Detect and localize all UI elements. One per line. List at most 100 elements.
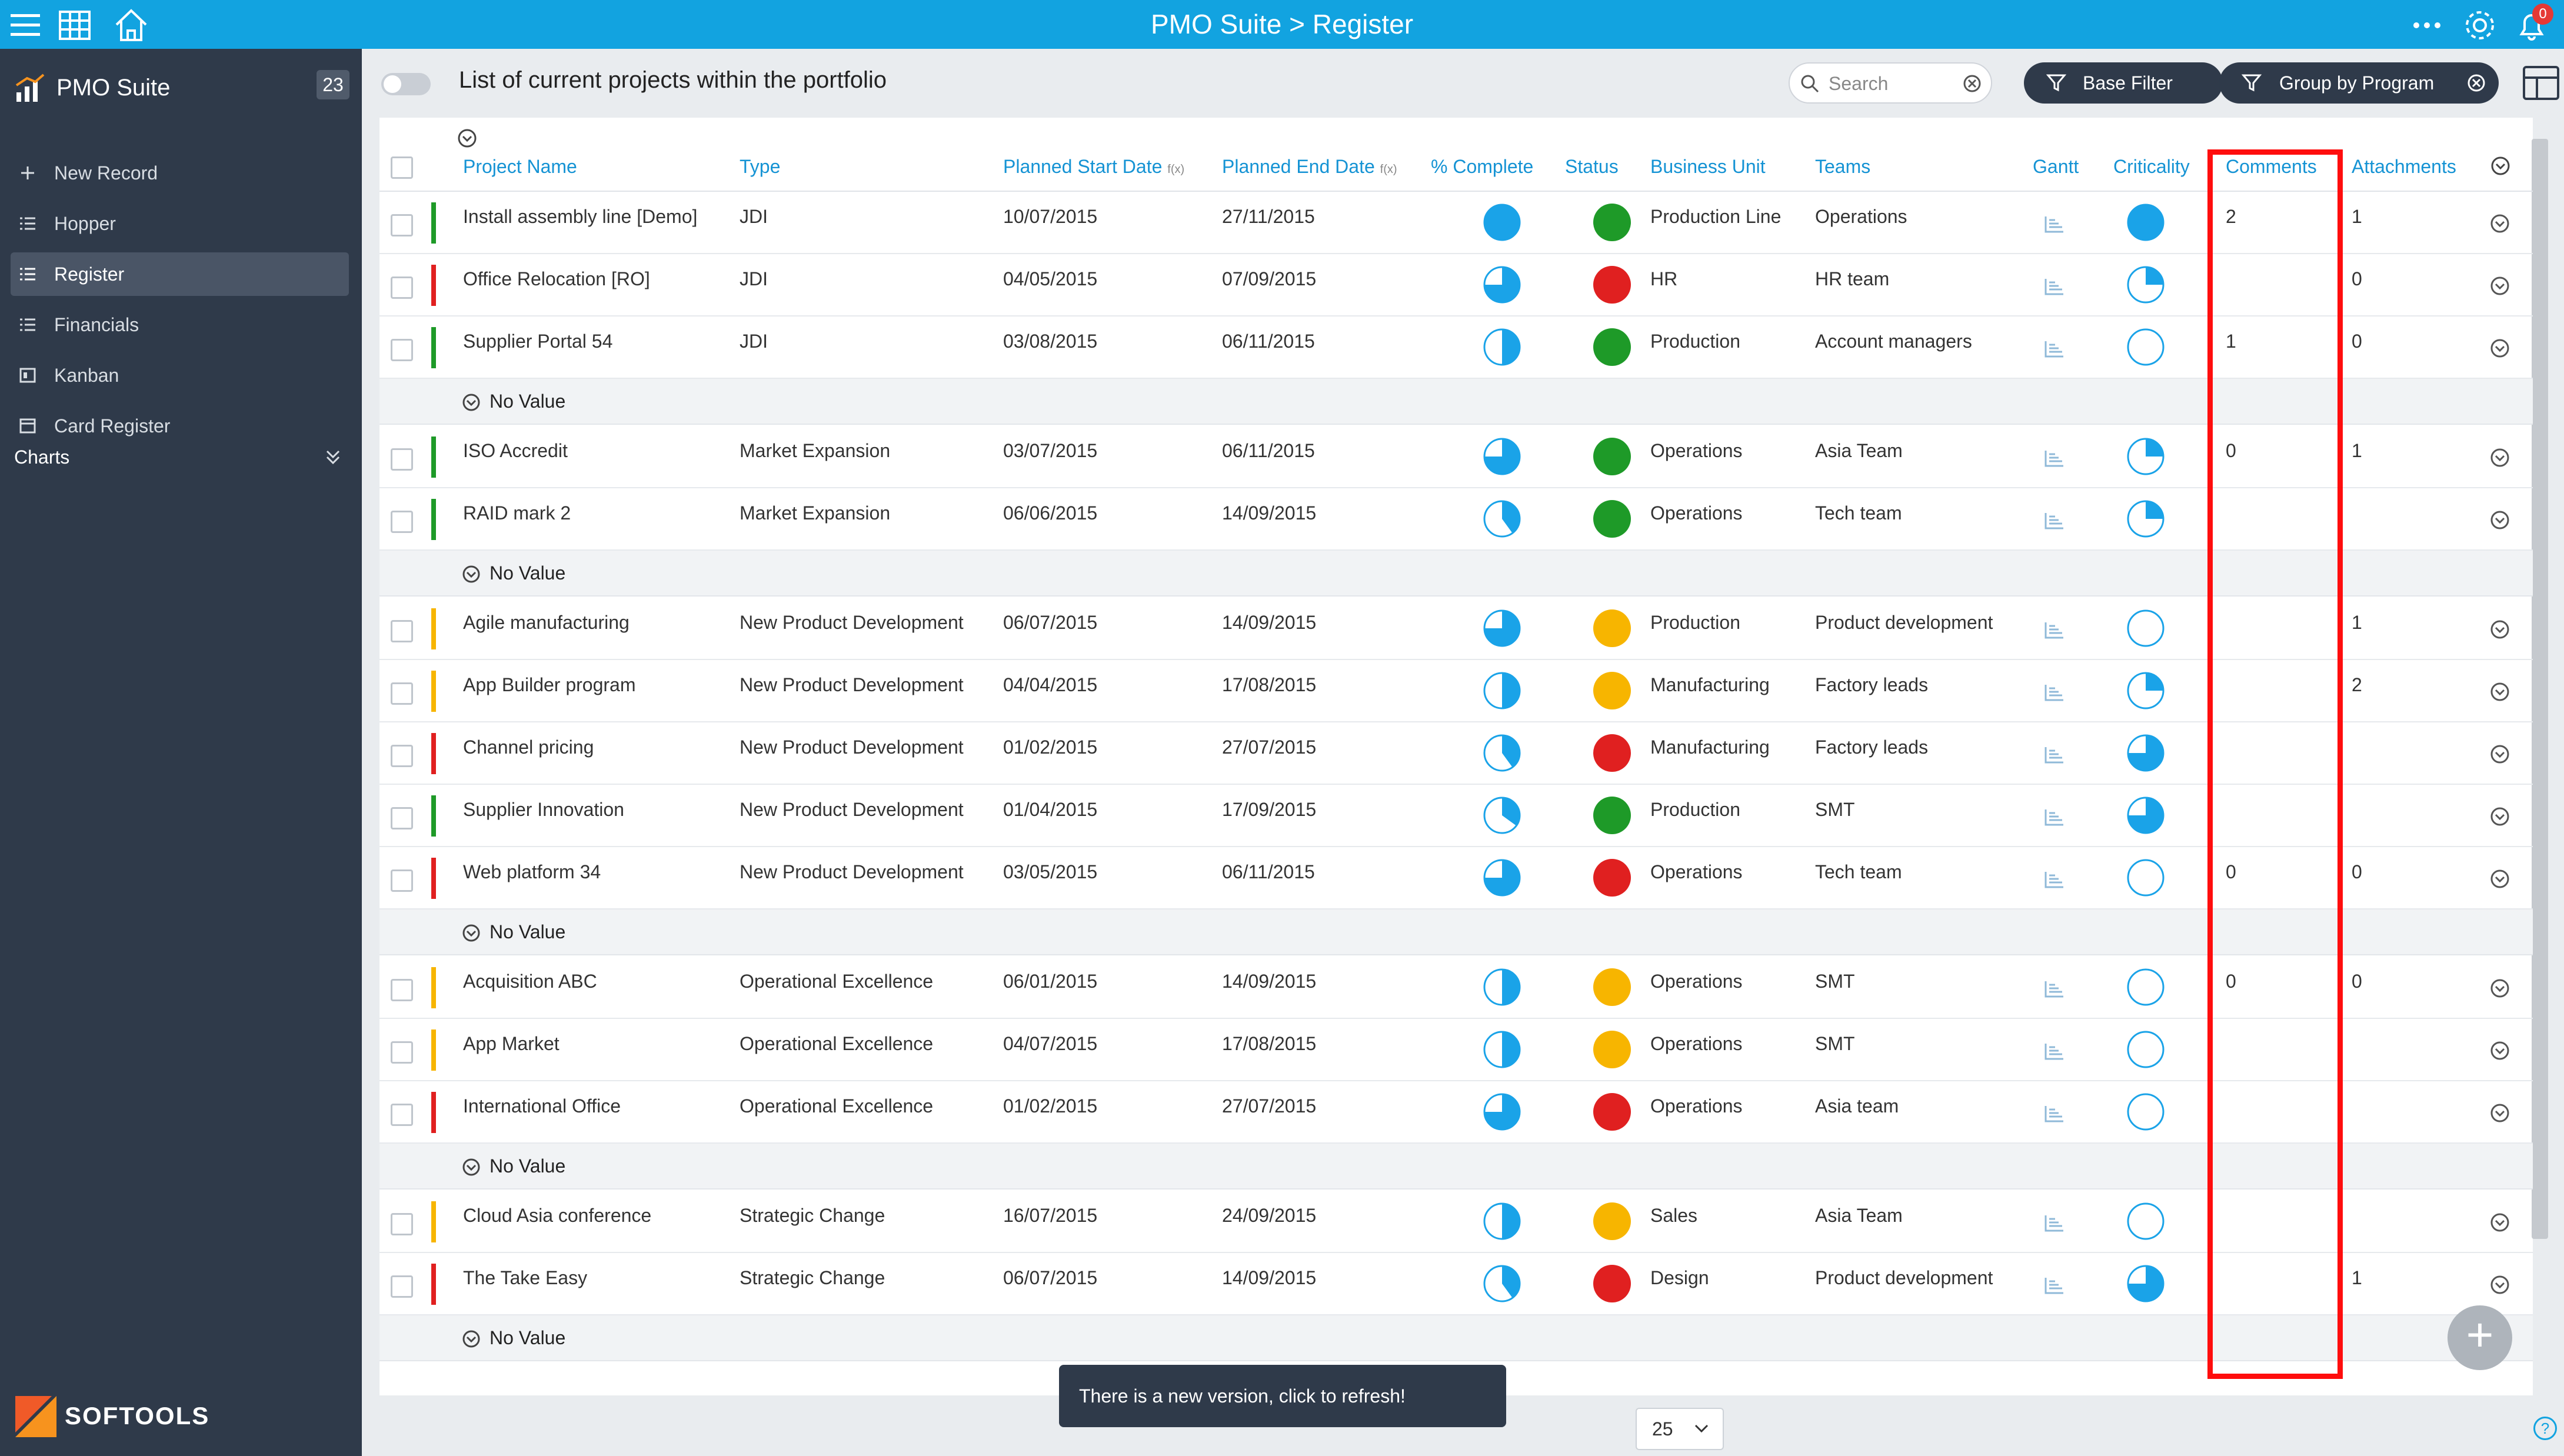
row-checkbox[interactable]: [391, 1275, 413, 1298]
sidebar-item-financials[interactable]: Financials: [11, 303, 349, 346]
gantt-icon[interactable]: [2044, 1214, 2064, 1232]
row-checkbox[interactable]: [391, 1041, 413, 1064]
cell-project-name[interactable]: International Office: [463, 1095, 621, 1117]
group-by-button[interactable]: Group by Program: [2219, 62, 2499, 104]
gear-icon[interactable]: [2459, 5, 2500, 46]
row-checkbox[interactable]: [391, 276, 413, 299]
table-row[interactable]: Agile manufacturing New Product Developme…: [379, 598, 2533, 660]
cell-project-name[interactable]: RAID mark 2: [463, 502, 571, 524]
row-checkbox[interactable]: [391, 1213, 413, 1235]
row-checkbox[interactable]: [391, 1104, 413, 1126]
table-row[interactable]: International Office Operational Excellen…: [379, 1081, 2533, 1144]
gantt-icon[interactable]: [2044, 512, 2064, 529]
row-checkbox[interactable]: [391, 511, 413, 533]
app-header[interactable]: PMO Suite 23: [14, 66, 349, 114]
table-row[interactable]: App Builder program New Product Developme…: [379, 660, 2533, 722]
table-row[interactable]: Supplier Innovation New Product Developme…: [379, 785, 2533, 847]
gantt-icon[interactable]: [2044, 980, 2064, 998]
row-checkbox[interactable]: [391, 448, 413, 471]
row-menu-icon[interactable]: [2489, 1102, 2510, 1124]
group-header[interactable]: No Value: [379, 1315, 2533, 1361]
layout-toggle-button[interactable]: [2523, 66, 2559, 100]
cell-project-name[interactable]: Acquisition ABC: [463, 971, 597, 992]
table-row[interactable]: App Market Operational Excellence 04/07/20…: [379, 1019, 2533, 1081]
row-checkbox[interactable]: [391, 979, 413, 1001]
header-comments[interactable]: Comments: [2226, 156, 2317, 177]
table-row[interactable]: Install assembly line [Demo] JDI 10/07/201…: [379, 192, 2533, 254]
vertical-scrollbar[interactable]: [2532, 139, 2548, 1239]
header-complete[interactable]: % Complete: [1431, 156, 1534, 177]
table-row[interactable]: Web platform 34 New Product Development 03…: [379, 847, 2533, 909]
sidebar-item-card-register[interactable]: Card Register: [11, 404, 349, 448]
row-checkbox[interactable]: [391, 620, 413, 642]
group-header[interactable]: No Value: [379, 379, 2533, 425]
cell-project-name[interactable]: App Market: [463, 1033, 560, 1054]
header-project-name[interactable]: Project Name: [463, 156, 577, 177]
row-checkbox[interactable]: [391, 807, 413, 829]
group-header[interactable]: No Value: [379, 551, 2533, 597]
gantt-icon[interactable]: [2044, 746, 2064, 764]
gantt-icon[interactable]: [2044, 1277, 2064, 1294]
cell-project-name[interactable]: Web platform 34: [463, 861, 601, 882]
cell-project-name[interactable]: Install assembly line [Demo]: [463, 206, 698, 227]
gantt-icon[interactable]: [2044, 340, 2064, 358]
table-row[interactable]: Acquisition ABC Operational Excellence 06/…: [379, 957, 2533, 1019]
table-row[interactable]: RAID mark 2 Market Expansion 06/06/2015 14/…: [379, 488, 2533, 551]
row-menu-icon[interactable]: [2489, 338, 2510, 359]
grid-icon[interactable]: [54, 5, 95, 46]
row-checkbox[interactable]: [391, 339, 413, 361]
menu-icon[interactable]: [5, 5, 46, 46]
collapse-group-icon[interactable]: [462, 1158, 481, 1177]
home-icon[interactable]: [111, 5, 152, 46]
sidebar-charts-section[interactable]: Charts: [14, 439, 344, 475]
gantt-icon[interactable]: [2044, 1105, 2064, 1122]
header-status[interactable]: Status: [1565, 156, 1619, 177]
row-menu-icon[interactable]: [2489, 681, 2510, 702]
cell-project-name[interactable]: Channel pricing: [463, 737, 594, 758]
search-input[interactable]: Search: [1789, 62, 1992, 104]
cell-project-name[interactable]: The Take Easy: [463, 1267, 588, 1288]
collapse-group-icon[interactable]: [462, 393, 481, 412]
collapse-group-icon[interactable]: [462, 1330, 481, 1348]
clear-icon[interactable]: [1962, 73, 1983, 94]
table-row[interactable]: Channel pricing New Product Development 01…: [379, 722, 2533, 785]
group-header[interactable]: No Value: [379, 909, 2533, 955]
column-options-icon[interactable]: [2490, 155, 2511, 176]
row-menu-icon[interactable]: [2489, 1040, 2510, 1061]
header-teams[interactable]: Teams: [1815, 156, 1871, 177]
header-gantt[interactable]: Gantt: [2033, 156, 2079, 177]
row-menu-icon[interactable]: [2489, 744, 2510, 765]
table-row[interactable]: ISO Accredit Market Expansion 03/07/2015 06…: [379, 426, 2533, 488]
gantt-icon[interactable]: [2044, 621, 2064, 639]
row-menu-icon[interactable]: [2489, 213, 2510, 234]
sidebar-item-kanban[interactable]: Kanban: [11, 354, 349, 397]
clear-icon[interactable]: [2466, 72, 2487, 94]
row-menu-icon[interactable]: [2489, 1212, 2510, 1233]
header-end-date[interactable]: Planned End Date f(x): [1222, 156, 1397, 178]
sidebar-item-hopper[interactable]: Hopper: [11, 202, 349, 245]
gantt-icon[interactable]: [2044, 1042, 2064, 1060]
collapse-group-icon[interactable]: [462, 565, 481, 584]
row-menu-icon[interactable]: [2489, 806, 2510, 827]
cell-project-name[interactable]: Cloud Asia conference: [463, 1205, 652, 1226]
row-menu-icon[interactable]: [2489, 1274, 2510, 1295]
base-filter-button[interactable]: Base Filter: [2024, 62, 2223, 104]
collapse-all-icon[interactable]: [457, 128, 477, 148]
table-row[interactable]: Supplier Portal 54 JDI 03/08/2015 06/11/201…: [379, 316, 2533, 379]
gantt-icon[interactable]: [2044, 215, 2064, 233]
header-type[interactable]: Type: [740, 156, 781, 177]
table-row[interactable]: Office Relocation [RO] JDI 04/05/2015 07/09…: [379, 254, 2533, 316]
row-checkbox[interactable]: [391, 745, 413, 767]
cell-project-name[interactable]: Supplier Portal 54: [463, 331, 613, 352]
gantt-icon[interactable]: [2044, 871, 2064, 888]
row-menu-icon[interactable]: [2489, 978, 2510, 999]
page-size-select[interactable]: 25: [1636, 1408, 1724, 1450]
more-icon[interactable]: [2406, 5, 2448, 46]
row-menu-icon[interactable]: [2489, 509, 2510, 531]
row-menu-icon[interactable]: [2489, 275, 2510, 296]
group-header[interactable]: No Value: [379, 1144, 2533, 1190]
help-icon[interactable]: ?: [2533, 1417, 2557, 1440]
cell-project-name[interactable]: Office Relocation [RO]: [463, 268, 650, 289]
select-all-checkbox[interactable]: [391, 156, 413, 179]
cell-project-name[interactable]: ISO Accredit: [463, 440, 568, 461]
